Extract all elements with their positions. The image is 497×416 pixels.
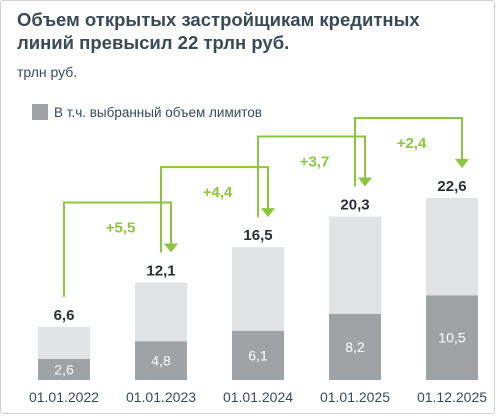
chart-title: Объем открытых застройщикам кредитных ли… — [17, 9, 420, 53]
increment-arrowhead-2 — [358, 177, 372, 187]
unit-label: трлн руб. — [17, 64, 78, 80]
category-label-2: 01.01.2024 — [223, 389, 293, 405]
bar-drawn-2 — [232, 330, 284, 380]
legend: В т.ч. выбранный объем лимитов — [32, 104, 262, 120]
category-label-3: 01.01.2025 — [320, 389, 390, 405]
increment-arrowhead-0 — [164, 243, 178, 253]
total-label-3: 20,3 — [340, 197, 369, 214]
drawn-label-0: 2,6 — [54, 362, 74, 378]
bar-drawn-4 — [426, 295, 478, 380]
drawn-label-3: 8,2 — [345, 339, 365, 355]
increment-arrowhead-1 — [261, 208, 275, 218]
increment-arrow-0 — [63, 201, 172, 297]
increment-label-0: +5,5 — [106, 220, 136, 237]
category-label-4: 01.12.2025 — [417, 389, 487, 405]
category-label-0: 01.01.2022 — [29, 389, 99, 405]
drawn-label-4: 10,5 — [438, 330, 465, 346]
total-label-1: 12,1 — [146, 263, 175, 280]
total-label-0: 6,6 — [54, 307, 75, 324]
category-label-1: 01.01.2023 — [126, 389, 196, 405]
total-label-4: 22,6 — [437, 178, 466, 195]
legend-swatch — [32, 104, 48, 120]
increment-arrow-1 — [160, 166, 269, 253]
increment-arrow-3 — [354, 117, 463, 187]
increment-arrowhead-3 — [455, 159, 469, 168]
increment-arrow-2 — [257, 135, 366, 218]
bar-drawn-0 — [38, 359, 90, 380]
bar-drawn-3 — [329, 313, 381, 380]
increment-label-3: +2,4 — [397, 135, 427, 152]
increment-label-2: +3,7 — [300, 154, 330, 171]
total-label-2: 16,5 — [243, 227, 272, 244]
bar-drawn-1 — [135, 341, 187, 380]
legend-label: В т.ч. выбранный объем лимитов — [54, 104, 262, 120]
drawn-label-2: 6,1 — [248, 347, 268, 363]
drawn-label-1: 4,8 — [151, 353, 171, 369]
increment-label-1: +4,4 — [203, 184, 233, 201]
